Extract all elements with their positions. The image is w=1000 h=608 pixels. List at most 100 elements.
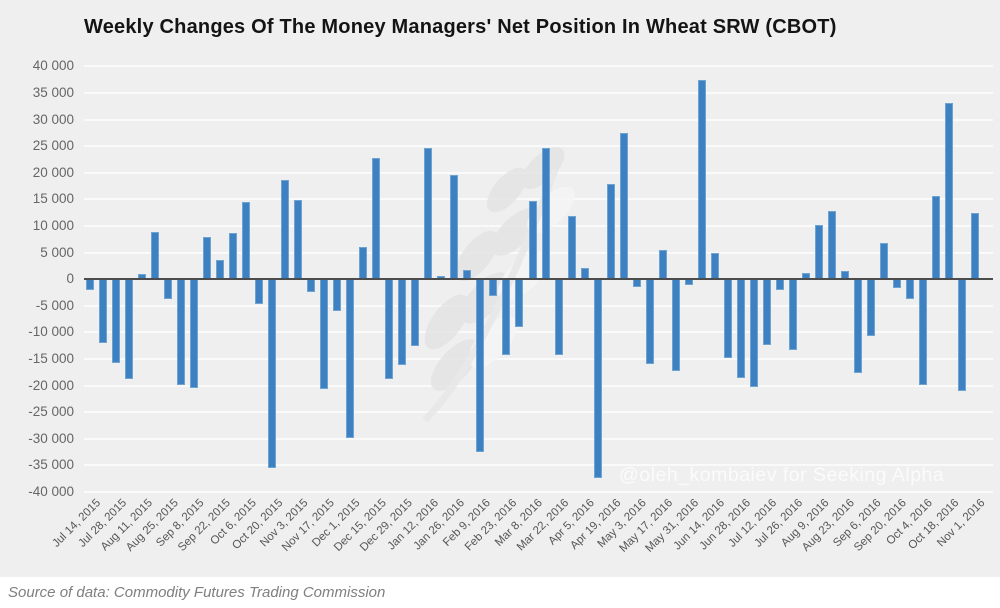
gridline xyxy=(84,464,993,467)
y-tick-label: 0 xyxy=(66,271,74,287)
bar xyxy=(814,225,823,280)
bar xyxy=(450,175,459,280)
bar xyxy=(580,268,589,280)
watermark-text: @oleh_kombaiev for Seeking Alpha xyxy=(619,464,945,486)
bar xyxy=(918,279,927,386)
bar xyxy=(229,232,238,280)
source-note: Source of data: Commodity Futures Tradin… xyxy=(8,584,386,601)
y-tick-label: 5 000 xyxy=(40,244,74,260)
bar xyxy=(515,279,524,327)
y-tick-label: 20 000 xyxy=(32,164,74,180)
gridline xyxy=(84,65,993,68)
bar xyxy=(528,201,537,280)
bar xyxy=(554,279,563,355)
bar xyxy=(801,273,810,280)
y-tick-label: -15 000 xyxy=(28,351,74,367)
y-tick-label: 15 000 xyxy=(32,191,74,207)
y-tick-label: -40 000 xyxy=(28,484,74,500)
chart-title: Weekly Changes Of The Money Managers' Ne… xyxy=(84,16,837,38)
bar xyxy=(281,179,290,280)
y-tick-label: 35 000 xyxy=(32,84,74,100)
y-tick-label: 25 000 xyxy=(32,138,74,154)
bar xyxy=(320,279,329,389)
bar xyxy=(632,279,641,288)
bar xyxy=(567,215,576,280)
bar xyxy=(541,147,550,280)
plot-area: 40 000 35 000 30 000 25 000 20 000 15 000 10 0… xyxy=(28,58,993,555)
y-tick-label: -10 000 xyxy=(28,324,74,340)
gridline xyxy=(84,118,993,121)
bar xyxy=(502,279,511,356)
bar xyxy=(762,279,771,346)
bar xyxy=(710,253,719,280)
bar xyxy=(671,279,680,371)
bar xyxy=(697,79,706,280)
bar xyxy=(372,157,381,280)
bar xyxy=(619,133,628,280)
bar xyxy=(307,279,316,292)
bar xyxy=(931,195,940,280)
bar xyxy=(463,270,472,280)
gridline xyxy=(84,358,993,361)
source-bar: Source of data: Commodity Futures Tradin… xyxy=(0,577,1000,608)
gridline xyxy=(84,331,993,334)
bar xyxy=(242,202,251,280)
bar xyxy=(112,279,121,364)
gridline xyxy=(84,411,993,414)
bar xyxy=(86,279,95,290)
bar xyxy=(749,279,758,387)
bar xyxy=(398,279,407,366)
bar xyxy=(138,273,147,280)
y-tick-label: -30 000 xyxy=(28,430,74,446)
gridline xyxy=(84,145,993,148)
gridline xyxy=(84,304,993,307)
bar xyxy=(164,279,173,299)
y-tick-label: -20 000 xyxy=(28,377,74,393)
bar xyxy=(190,279,199,388)
bar xyxy=(99,279,108,343)
bar xyxy=(489,279,498,297)
bar xyxy=(775,279,784,290)
bar xyxy=(294,200,303,280)
bar xyxy=(385,279,394,380)
bar xyxy=(684,279,693,285)
bar xyxy=(255,279,264,304)
bar xyxy=(866,279,875,337)
bar xyxy=(203,237,212,280)
bar xyxy=(658,250,667,280)
zero-axis-line xyxy=(84,278,993,281)
gridline xyxy=(84,491,993,494)
bar xyxy=(892,279,901,289)
bar xyxy=(736,279,745,379)
bar xyxy=(827,211,836,280)
bar xyxy=(957,279,966,392)
bar xyxy=(177,279,186,385)
bar xyxy=(606,184,615,280)
bar xyxy=(437,276,446,280)
bar xyxy=(788,279,797,350)
y-tick-label: 30 000 xyxy=(32,111,74,127)
bar xyxy=(476,279,485,452)
bar xyxy=(151,231,160,280)
bar xyxy=(853,279,862,374)
bar xyxy=(424,147,433,280)
gridline xyxy=(84,384,993,387)
bar xyxy=(333,279,342,311)
bar xyxy=(411,279,420,346)
gridline xyxy=(84,91,993,94)
bar xyxy=(216,260,225,280)
bar xyxy=(723,279,732,358)
gridline xyxy=(84,437,993,440)
y-tick-label: 40 000 xyxy=(32,58,74,74)
bar xyxy=(268,279,277,468)
bar xyxy=(125,279,134,380)
bar xyxy=(359,246,368,280)
y-tick-label: 10 000 xyxy=(32,217,74,233)
gridline xyxy=(84,198,993,201)
y-tick-label: -5 000 xyxy=(35,297,74,313)
bar xyxy=(879,243,888,280)
bar xyxy=(905,279,914,300)
y-tick-label: -25 000 xyxy=(28,404,74,420)
bar xyxy=(970,212,979,280)
